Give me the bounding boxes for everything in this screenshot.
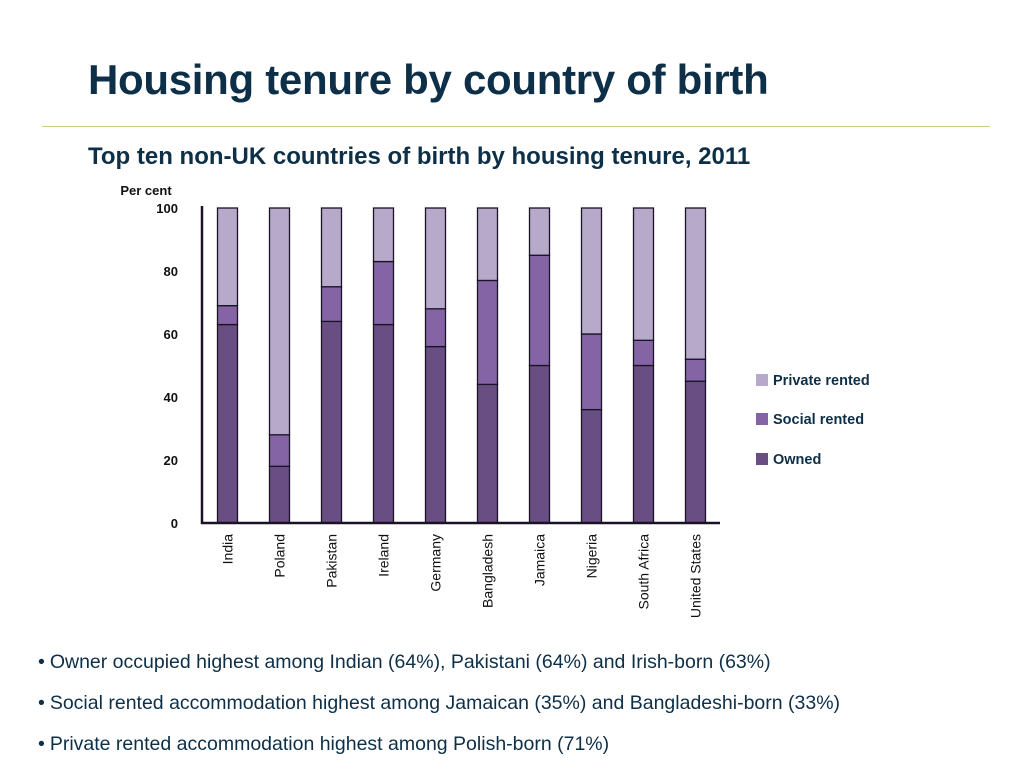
bar-segment-private-rented-bangladesh xyxy=(476,207,499,282)
finding-social-rented: • Social rented accommodation highest amo… xyxy=(38,689,840,730)
x-tick-label-pakistan: Pakistan xyxy=(324,534,340,588)
legend-label-owned: Owned xyxy=(773,452,821,468)
bar-segment-private-rented-germany xyxy=(424,207,447,310)
bullet-icon: • xyxy=(38,651,45,673)
y-tick-label-2: 40 xyxy=(164,390,178,405)
slide-title: Housing tenure by country of birth xyxy=(88,56,769,103)
bar-segment-social-rented-jamaica xyxy=(528,254,551,367)
bar-segment-private-rented-india xyxy=(216,207,239,307)
bar-segment-owned-germany xyxy=(424,345,447,524)
x-tick-label-bangladesh: Bangladesh xyxy=(480,534,496,608)
bar-segment-owned-nigeria xyxy=(580,408,603,524)
title-divider xyxy=(42,126,990,127)
bar-segment-social-rented-germany xyxy=(424,308,447,348)
legend-label-private-rented: Private rented xyxy=(773,373,870,389)
y-tick-label-0: 0 xyxy=(171,516,178,531)
bar-segment-private-rented-south-africa xyxy=(632,207,655,341)
bar-segment-social-rented-united-states xyxy=(684,358,707,382)
stacked-bar-chart: Per cent 0 20 40 60 80 100 India Poland Pakistan I… xyxy=(120,183,870,618)
bar-segment-social-rented-bangladesh xyxy=(476,279,499,386)
y-tick-label-3: 60 xyxy=(164,327,178,342)
x-tick-label-south-africa: South Africa xyxy=(636,534,652,610)
bar-segment-social-rented-ireland xyxy=(372,260,395,326)
bar-segment-private-rented-poland xyxy=(268,207,291,436)
x-tick-label-ireland: Ireland xyxy=(376,534,392,577)
finding-text: Social rented accommodation highest amon… xyxy=(49,692,841,714)
finding-owner-occupied: • Owner occupied highest among Indian (64… xyxy=(38,648,840,689)
legend-swatch-owned xyxy=(756,453,768,465)
x-tick-label-nigeria: Nigeria xyxy=(584,534,600,579)
bar-segment-owned-ireland xyxy=(372,323,395,524)
x-tick-label-india: India xyxy=(220,534,236,565)
chart-title: Top ten non-UK countries of birth by hou… xyxy=(88,143,751,170)
bar-segment-owned-poland xyxy=(268,465,291,524)
bar-segment-owned-india xyxy=(216,323,239,524)
legend-swatch-private-rented xyxy=(756,374,768,386)
y-tick-label-5: 100 xyxy=(156,201,178,216)
bar-segment-social-rented-south-africa xyxy=(632,339,655,367)
bar-segment-private-rented-united-states xyxy=(684,207,707,360)
x-tick-label-poland: Poland xyxy=(272,534,288,578)
finding-text: Owner occupied highest among Indian (64%… xyxy=(49,651,771,673)
bar-segment-owned-jamaica xyxy=(528,364,551,524)
bullet-icon: • xyxy=(38,733,45,755)
x-tick-label-germany: Germany xyxy=(428,534,444,592)
bar-segment-private-rented-ireland xyxy=(372,207,395,263)
bar-segment-social-rented-india xyxy=(216,304,239,326)
x-tick-label-united-states: United States xyxy=(688,534,704,618)
bar-segment-owned-south-africa xyxy=(632,364,655,524)
y-axis-label: Per cent xyxy=(120,183,172,198)
x-tick-label-jamaica: Jamaica xyxy=(532,534,548,586)
key-findings-list: • Owner occupied highest among Indian (64… xyxy=(38,648,840,771)
bullet-icon: • xyxy=(38,692,45,714)
bar-segment-owned-pakistan xyxy=(320,320,343,524)
finding-text: Private rented accommodation highest amo… xyxy=(49,733,610,755)
bar-segment-social-rented-pakistan xyxy=(320,286,343,323)
bar-segment-private-rented-pakistan xyxy=(320,207,343,288)
bar-segment-private-rented-nigeria xyxy=(580,207,603,335)
finding-private-rented: • Private rented accommodation highest am… xyxy=(38,730,840,771)
bar-segment-social-rented-poland xyxy=(268,434,291,467)
bar-segment-private-rented-jamaica xyxy=(528,207,551,256)
bar-segment-owned-united-states xyxy=(684,380,707,524)
legend-label-social-rented: Social rented xyxy=(773,412,864,428)
y-tick-label-1: 20 xyxy=(164,453,178,468)
bar-segment-social-rented-nigeria xyxy=(580,333,603,411)
bar-segment-owned-bangladesh xyxy=(476,383,499,524)
legend-swatch-social-rented xyxy=(756,413,768,425)
y-tick-label-4: 80 xyxy=(164,264,178,279)
